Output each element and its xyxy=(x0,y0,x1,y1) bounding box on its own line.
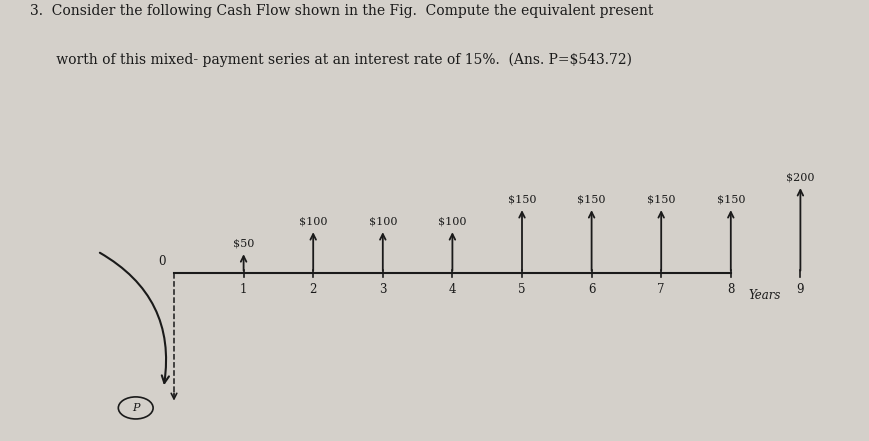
Text: $100: $100 xyxy=(438,216,466,226)
Text: 3.  Consider the following Cash Flow shown in the Fig.  Compute the equivalent p: 3. Consider the following Cash Flow show… xyxy=(30,4,653,19)
Text: 1: 1 xyxy=(240,283,247,296)
Text: $150: $150 xyxy=(507,194,535,204)
Text: $50: $50 xyxy=(233,238,254,248)
Text: worth of this mixed- payment series at an interest rate of 15%.  (Ans. P=$543.72: worth of this mixed- payment series at a… xyxy=(30,53,632,67)
Text: 9: 9 xyxy=(796,283,803,296)
Text: 2: 2 xyxy=(309,283,316,296)
Text: $150: $150 xyxy=(716,194,744,204)
Text: $150: $150 xyxy=(577,194,605,204)
Text: 0: 0 xyxy=(158,255,165,268)
Text: $150: $150 xyxy=(647,194,674,204)
Text: $100: $100 xyxy=(299,216,327,226)
Text: $100: $100 xyxy=(368,216,396,226)
Text: Years: Years xyxy=(747,289,779,302)
Text: 6: 6 xyxy=(587,283,594,296)
Text: 7: 7 xyxy=(657,283,664,296)
Text: $200: $200 xyxy=(786,172,813,182)
Text: P: P xyxy=(132,403,139,413)
Text: 8: 8 xyxy=(726,283,733,296)
FancyArrowPatch shape xyxy=(100,253,169,383)
Text: 5: 5 xyxy=(518,283,525,296)
Text: 3: 3 xyxy=(379,283,386,296)
Text: 4: 4 xyxy=(448,283,455,296)
